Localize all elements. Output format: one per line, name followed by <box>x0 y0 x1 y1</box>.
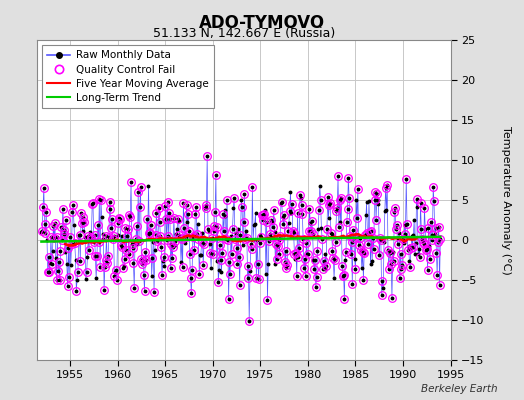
Title: 51.133 N, 142.667 E (Russia): 51.133 N, 142.667 E (Russia) <box>152 27 335 40</box>
Text: Berkeley Earth: Berkeley Earth <box>421 384 498 394</box>
Text: ADO-TYMOVO: ADO-TYMOVO <box>199 14 325 32</box>
Y-axis label: Temperature Anomaly (°C): Temperature Anomaly (°C) <box>501 126 511 274</box>
Legend: Raw Monthly Data, Quality Control Fail, Five Year Moving Average, Long-Term Tren: Raw Monthly Data, Quality Control Fail, … <box>42 45 214 108</box>
